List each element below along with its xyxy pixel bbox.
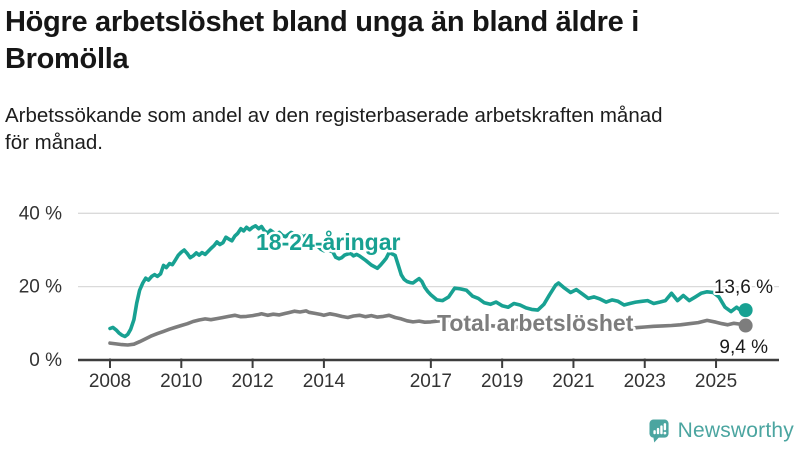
y-tick-label: 0 % xyxy=(29,350,62,371)
x-tick-label: 2017 xyxy=(410,371,452,392)
x-tick-label: 2023 xyxy=(624,371,666,392)
series-line-1 xyxy=(108,309,748,347)
chart-header: Högre arbetslöshet bland unga än bland ä… xyxy=(5,4,795,156)
page-title: Högre arbetslöshet bland unga än bland ä… xyxy=(5,6,639,75)
newsworthy-logo: Newsworthy xyxy=(649,419,794,443)
series-end-value-1: 9,4 % xyxy=(719,337,768,358)
y-tick-label: 40 % xyxy=(19,203,62,224)
x-tick-label: 2014 xyxy=(303,371,346,392)
series-end-dot-1 xyxy=(738,318,753,333)
series-line-0 xyxy=(108,224,748,339)
series-end-value-0: 13,6 % xyxy=(714,277,773,298)
x-tick-label: 2008 xyxy=(89,371,131,392)
series-end-dot-0 xyxy=(738,303,753,318)
x-tick-label: 2021 xyxy=(552,371,594,392)
x-tick-label: 2019 xyxy=(481,371,523,392)
x-tick-label: 2010 xyxy=(160,371,202,392)
newsworthy-bar-chart-icon xyxy=(649,419,669,443)
series-label-1: Total arbetslöshet xyxy=(437,310,634,336)
x-tick-label: 2012 xyxy=(231,371,273,392)
x-tick-label: 2025 xyxy=(695,371,737,392)
page-subtitle: Arbetssökande som andel av den registerb… xyxy=(5,103,663,154)
y-tick-label: 20 % xyxy=(19,277,62,298)
series-label-0: 18-24-åringar xyxy=(256,229,401,255)
brand-name: Newsworthy xyxy=(677,419,794,442)
